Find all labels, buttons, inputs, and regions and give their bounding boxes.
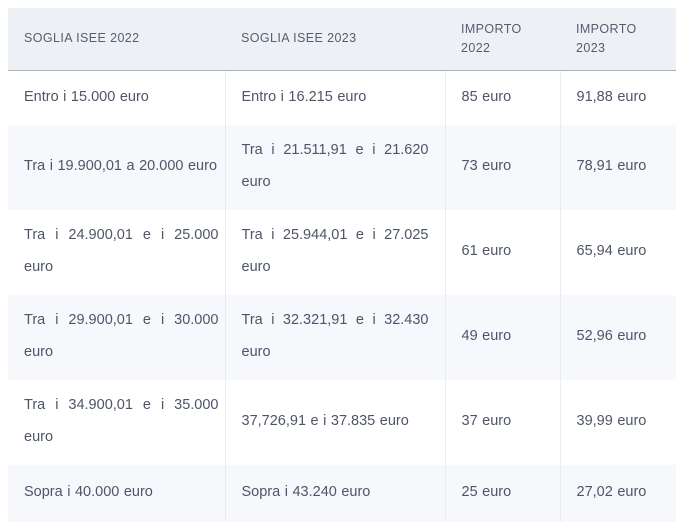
cell-importo-2022: 85 euro — [444, 70, 560, 125]
column-header-importo-2023: IMPORTO 2023 — [560, 8, 676, 71]
table-row: Tra i 24.900,01 e i 25.000 euro Tra i 25… — [8, 209, 676, 295]
cell-importo-2022: 25 euro — [444, 464, 560, 522]
cell-soglia-2022: Entro i 15.000 euro — [24, 88, 149, 105]
cell-importo-2023: 52,96 euro — [559, 294, 676, 380]
cell-importo-2022: 37 euro — [444, 379, 560, 465]
cell-importo-2023: 65,94 euro — [559, 209, 676, 295]
cell-soglia-2023: Tra i 32.321,91 e i 32.430 euro — [224, 294, 445, 380]
table-row: Sopra i 40.000 euro Sopra i 43.240 euro … — [8, 464, 676, 522]
cell-soglia-2022: Tra i 34.900,01 e i 35.000 euro — [24, 397, 219, 445]
cell-importo-2023: 39,99 euro — [559, 379, 676, 465]
cell-importo-2023: 91,88 euro — [559, 70, 676, 125]
cell-importo-2022: 61 euro — [444, 209, 560, 295]
table-row: Tra i 34.900,01 e i 35.000 euro 37,726,9… — [8, 379, 676, 465]
cell-importo-2022: 73 euro — [444, 124, 560, 210]
cell-soglia-2022: Tra i 19.900,01 a 20.000 euro — [24, 158, 218, 175]
cell-soglia-2022: Tra i 29.900,01 e i 30.000 euro — [24, 312, 219, 360]
cell-soglia-2023: Tra i 25.944,01 e i 27.025 euro — [224, 209, 445, 295]
table-row: Tra i 19.900,01 a 20.000 euro Tra i 21.5… — [8, 124, 676, 210]
table-header: SOGLIA ISEE 2022 SOGLIA ISEE 2023 IMPORT… — [8, 8, 676, 71]
isee-table: SOGLIA ISEE 2022 SOGLIA ISEE 2023 IMPORT… — [8, 8, 676, 522]
cell-soglia-2022: Tra i 24.900,01 e i 25.000 euro — [24, 227, 219, 275]
cell-soglia-2023: 37,726,91 e i 37.835 euro — [224, 379, 445, 465]
cell-importo-2023: 27,02 euro — [559, 464, 676, 522]
cell-soglia-2023: Tra i 21.511,91 e i 21.620 euro — [224, 124, 445, 210]
cell-soglia-2023: Entro i 16.215 euro — [224, 70, 445, 125]
header-row: SOGLIA ISEE 2022 SOGLIA ISEE 2023 IMPORT… — [8, 8, 676, 71]
isee-table-container: SOGLIA ISEE 2022 SOGLIA ISEE 2023 IMPORT… — [8, 8, 676, 522]
column-header-soglia-isee-2022: SOGLIA ISEE 2022 — [8, 8, 225, 71]
table-row: Entro i 15.000 euro Entro i 16.215 euro … — [8, 70, 676, 125]
column-header-importo-2022: IMPORTO 2022 — [445, 8, 560, 71]
table-body: Entro i 15.000 euro Entro i 16.215 euro … — [8, 70, 676, 522]
column-header-soglia-isee-2023: SOGLIA ISEE 2023 — [225, 8, 445, 71]
cell-soglia-2022: Sopra i 40.000 euro — [24, 484, 153, 501]
cell-importo-2022: 49 euro — [444, 294, 560, 380]
cell-soglia-2023: Sopra i 43.240 euro — [224, 464, 445, 522]
cell-importo-2023: 78,91 euro — [559, 124, 676, 210]
table-row: Tra i 29.900,01 e i 30.000 euro Tra i 32… — [8, 294, 676, 380]
